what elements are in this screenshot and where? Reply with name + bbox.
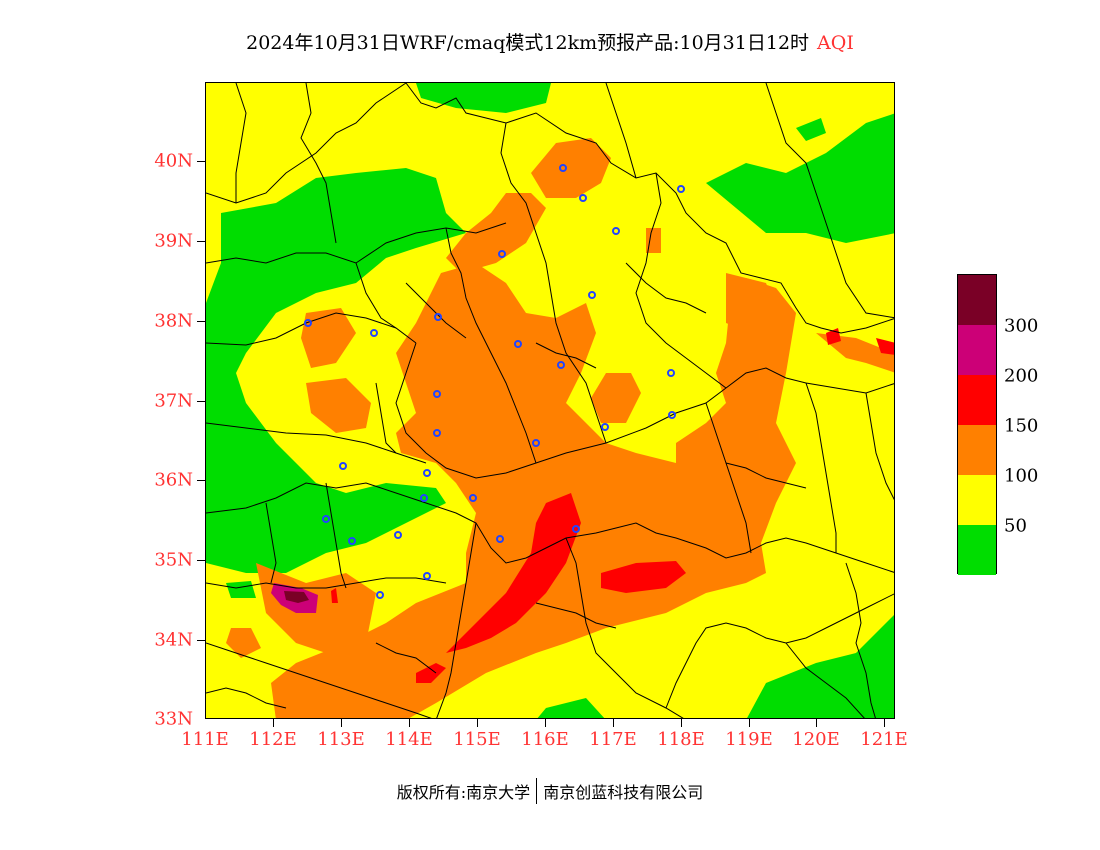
aqi-hotspot [271, 583, 318, 613]
legend-swatch-very-unhealthy [958, 325, 996, 375]
ytick-mark [197, 640, 205, 641]
xtick-label-111e: 111E [181, 729, 229, 750]
footer-credits: 版权所有:南京大学 南京创蓝科技有限公司 [0, 778, 1100, 804]
footer-divider [536, 778, 538, 804]
xtick-mark [545, 719, 546, 727]
legend-label-150: 150 [1004, 415, 1039, 437]
xtick-mark [816, 719, 817, 727]
xtick-label-115e: 115E [453, 729, 501, 750]
aqi-color-legend [957, 274, 997, 575]
title-main: 2024年10月31日WRF/cmaq模式12km预报产品:10月31日12时 [246, 32, 810, 54]
xtick-label-116e: 116E [521, 729, 569, 750]
ytick-label-39n: 39N [154, 230, 193, 252]
xtick-label-118e: 118E [657, 729, 705, 750]
ytick-mark [197, 480, 205, 481]
legend-swatch-moderate [958, 475, 996, 525]
ytick-mark [197, 560, 205, 561]
ytick-label-33n: 33N [154, 708, 193, 730]
xtick-label-119e: 119E [725, 729, 773, 750]
xtick-mark [613, 719, 614, 727]
aqi-map-svg [206, 83, 894, 718]
xtick-label-117e: 117E [589, 729, 637, 750]
legend-label-300: 300 [1004, 315, 1039, 337]
xtick-mark [681, 719, 682, 727]
chart-title: 2024年10月31日WRF/cmaq模式12km预报产品:10月31日12时 A… [0, 28, 1100, 55]
ytick-label-34n: 34N [154, 629, 193, 651]
ytick-label-40n: 40N [154, 150, 193, 172]
legend-swatch-good [958, 525, 996, 575]
city-markers [304, 164, 685, 599]
ytick-mark [197, 241, 205, 242]
ytick-mark [197, 161, 205, 162]
legend-swatch-sensitive [958, 425, 996, 475]
xtick-mark [749, 719, 750, 727]
ytick-label-37n: 37N [154, 390, 193, 412]
aqi-map [205, 82, 895, 719]
aqi-good-zones [206, 83, 894, 718]
admin-boundaries [206, 83, 894, 718]
ytick-label-35n: 35N [154, 549, 193, 571]
ytick-label-38n: 38N [154, 310, 193, 332]
xtick-label-112e: 112E [249, 729, 297, 750]
legend-label-50: 50 [1004, 515, 1027, 537]
company-text: 南京创蓝科技有限公司 [543, 783, 704, 802]
ytick-mark [197, 401, 205, 402]
copyright-text: 版权所有:南京大学 [396, 783, 531, 802]
xtick-mark [477, 719, 478, 727]
xtick-label-113e: 113E [317, 729, 365, 750]
xtick-mark [884, 719, 885, 727]
legend-label-200: 200 [1004, 365, 1039, 387]
aqi-red-zones [331, 328, 894, 683]
xtick-mark [409, 719, 410, 727]
xtick-label-114e: 114E [385, 729, 433, 750]
ytick-mark [197, 321, 205, 322]
xtick-label-121e: 121E [860, 729, 908, 750]
legend-label-100: 100 [1004, 465, 1039, 487]
xtick-mark [273, 719, 274, 727]
title-variable: AQI [817, 32, 854, 54]
legend-swatch-hazardous [958, 275, 996, 325]
xtick-mark [341, 719, 342, 727]
xtick-label-120e: 120E [792, 729, 840, 750]
ytick-label-36n: 36N [154, 469, 193, 491]
legend-swatch-unhealthy [958, 375, 996, 425]
